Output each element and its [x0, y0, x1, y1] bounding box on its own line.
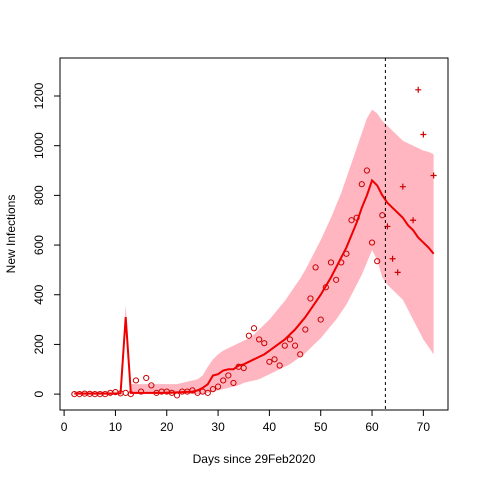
observed-point [333, 276, 340, 283]
observed-point [240, 364, 247, 372]
observed-point [297, 351, 304, 358]
observed-point [291, 342, 299, 349]
observed-point [348, 217, 355, 224]
future-point [410, 217, 417, 224]
y-tick-label: 600 [32, 235, 46, 255]
future-point [394, 269, 401, 276]
observed-point [302, 326, 309, 333]
x-tick-label: 50 [314, 420, 328, 434]
observed-point [368, 239, 376, 246]
confidence-band [74, 109, 434, 395]
observed-point [220, 377, 227, 384]
observed-point [209, 386, 217, 393]
x-tick-label: 70 [417, 420, 431, 434]
observed-point [286, 336, 294, 343]
x-tick-label: 0 [61, 420, 68, 434]
future-point [399, 183, 406, 190]
observed-point [132, 377, 140, 384]
observed-point [276, 362, 283, 369]
x-tick-label: 60 [365, 420, 379, 434]
x-tick-label: 20 [160, 420, 174, 434]
median-line [74, 178, 435, 395]
x-tick-label: 40 [263, 420, 277, 434]
future-point [430, 172, 437, 179]
observed-point [307, 295, 314, 302]
x-axis-title: Days since 29Feb2020 [193, 452, 316, 466]
observed-point [374, 258, 381, 265]
observed-point [363, 167, 371, 174]
observed-point [281, 342, 288, 349]
observed-point [358, 181, 365, 188]
observed-point [143, 374, 150, 382]
future-point [420, 131, 427, 138]
observed-point [271, 356, 278, 363]
observed-point [312, 264, 319, 271]
observed-point [250, 325, 258, 332]
y-tick-label: 800 [32, 185, 46, 205]
observed-point [204, 389, 211, 396]
x-tick-label: 10 [109, 420, 123, 434]
y-tick-label: 400 [32, 284, 46, 304]
future-point [415, 86, 422, 93]
x-tick-label: 30 [211, 420, 225, 434]
y-tick-label: 1200 [32, 82, 46, 109]
y-tick-label: 0 [32, 390, 46, 397]
observed-point [327, 259, 335, 266]
observed-point [148, 382, 155, 389]
observed-point [266, 358, 273, 365]
observed-point [214, 383, 222, 390]
observed-point [230, 379, 237, 387]
observed-point [225, 372, 232, 379]
observed-point [256, 336, 263, 343]
future-point [389, 255, 396, 262]
y-tick-label: 200 [32, 334, 46, 354]
observed-point [261, 340, 268, 347]
y-tick-label: 1000 [32, 132, 46, 159]
observed-point [317, 316, 324, 323]
observed-point [245, 332, 252, 339]
y-axis-title: New Infections [4, 195, 18, 274]
observed-point [137, 388, 145, 395]
